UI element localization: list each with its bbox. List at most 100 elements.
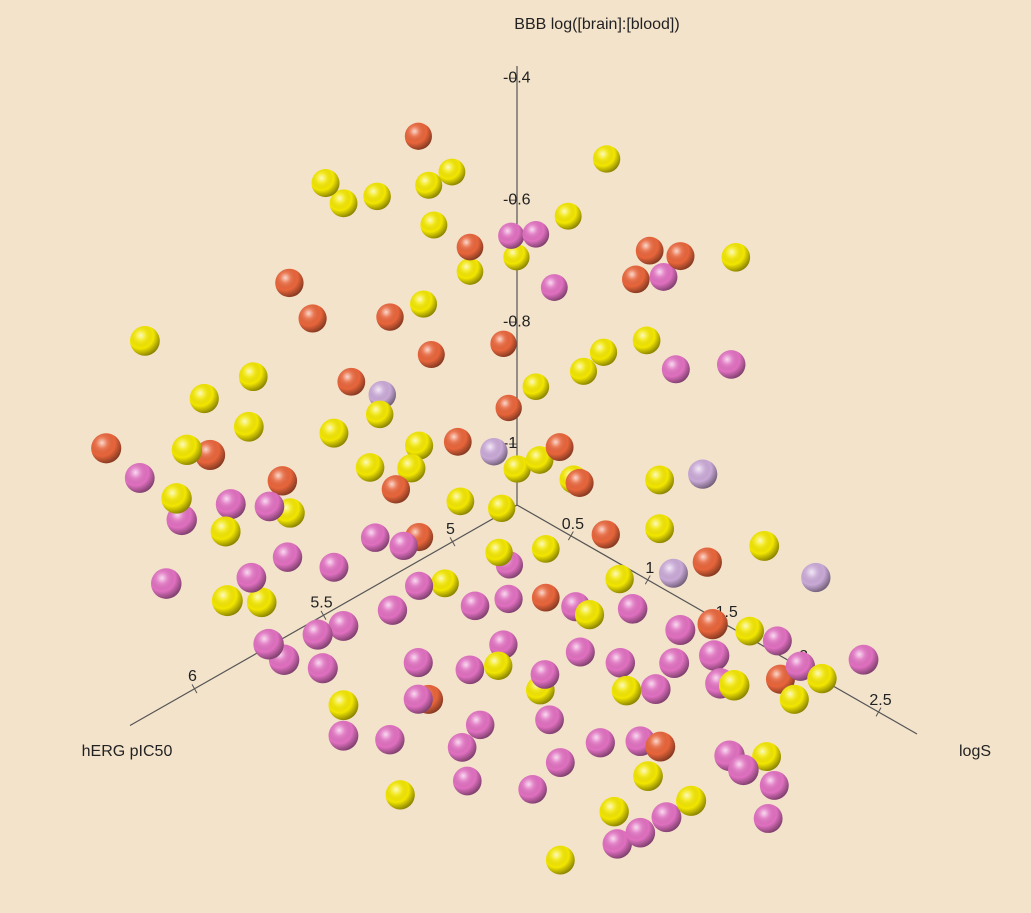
sphere bbox=[545, 433, 574, 462]
sphere bbox=[762, 626, 792, 656]
sphere bbox=[171, 434, 203, 466]
sphere bbox=[735, 616, 765, 646]
sphere bbox=[554, 202, 582, 230]
sphere bbox=[438, 158, 466, 186]
x-tick bbox=[449, 537, 456, 547]
sphere bbox=[518, 775, 547, 804]
sphere bbox=[365, 400, 394, 429]
sphere bbox=[569, 357, 598, 385]
sphere bbox=[645, 731, 676, 762]
sphere bbox=[666, 242, 695, 271]
sphere bbox=[404, 122, 432, 150]
sphere bbox=[749, 531, 780, 561]
sphere bbox=[456, 258, 484, 285]
x-tick bbox=[320, 610, 327, 620]
sphere bbox=[319, 552, 349, 582]
sphere bbox=[697, 608, 728, 640]
sphere bbox=[417, 340, 445, 369]
sphere bbox=[545, 845, 575, 875]
sphere bbox=[443, 427, 472, 456]
sphere bbox=[759, 770, 789, 800]
sphere bbox=[456, 233, 484, 261]
sphere bbox=[574, 600, 605, 630]
sphere bbox=[605, 564, 634, 594]
sphere bbox=[635, 236, 664, 265]
sphere bbox=[328, 690, 359, 721]
sphere bbox=[124, 463, 155, 493]
sphere bbox=[189, 383, 219, 414]
sphere bbox=[267, 466, 298, 496]
sphere bbox=[721, 243, 751, 272]
sphere bbox=[404, 571, 434, 600]
sphere bbox=[633, 761, 663, 791]
sphere bbox=[487, 494, 516, 522]
sphere bbox=[360, 523, 390, 552]
sphere bbox=[585, 728, 615, 758]
z-tick-label: -0.8 bbox=[503, 313, 531, 330]
sphere bbox=[328, 720, 359, 751]
sphere bbox=[531, 535, 560, 563]
sphere bbox=[420, 211, 448, 239]
sphere bbox=[522, 220, 550, 248]
sphere bbox=[698, 640, 730, 671]
sphere bbox=[215, 489, 246, 520]
sphere bbox=[807, 663, 837, 694]
sphere bbox=[565, 637, 595, 667]
sphere bbox=[130, 325, 160, 356]
sphere bbox=[460, 591, 490, 621]
sphere bbox=[665, 614, 696, 646]
sphere bbox=[403, 684, 433, 714]
sphere bbox=[753, 804, 783, 833]
sphere bbox=[447, 732, 477, 762]
sphere bbox=[605, 647, 636, 678]
sphere bbox=[490, 330, 517, 358]
sphere bbox=[302, 619, 333, 650]
sphere bbox=[530, 660, 560, 689]
axes: 55.560.511.522.5-0.4-0.6-0.8-1 bbox=[129, 66, 918, 735]
sphere bbox=[645, 514, 675, 544]
sphere bbox=[728, 754, 759, 786]
y-tick-label: 1 bbox=[645, 560, 654, 577]
sphere bbox=[376, 303, 404, 331]
sphere bbox=[658, 558, 688, 588]
x-tick bbox=[191, 684, 198, 694]
sphere bbox=[522, 373, 550, 401]
sphere bbox=[659, 648, 690, 679]
sphere bbox=[592, 145, 621, 173]
x-tick-label: 6 bbox=[188, 668, 197, 685]
z-tick-label: -0.4 bbox=[503, 69, 531, 86]
sphere bbox=[254, 491, 285, 522]
y-axis-label: logS bbox=[959, 743, 991, 760]
sphere bbox=[272, 542, 303, 572]
sphere bbox=[381, 475, 411, 504]
sphere bbox=[430, 569, 459, 598]
sphere bbox=[253, 628, 284, 660]
sphere bbox=[377, 595, 408, 625]
sphere bbox=[545, 748, 575, 777]
sphere bbox=[494, 584, 523, 614]
y-tick-label: 0.5 bbox=[562, 516, 584, 533]
sphere bbox=[535, 705, 564, 735]
sphere bbox=[484, 651, 513, 680]
sphere bbox=[236, 562, 267, 593]
sphere bbox=[676, 785, 707, 816]
y-tick bbox=[875, 707, 882, 717]
sphere bbox=[161, 483, 192, 514]
sphere bbox=[465, 710, 495, 740]
sphere bbox=[485, 538, 513, 567]
z-axis-label: BBB log([brain]:[blood]) bbox=[514, 16, 679, 33]
sphere bbox=[692, 547, 722, 577]
sphere bbox=[716, 350, 746, 379]
sphere bbox=[848, 644, 879, 675]
sphere bbox=[452, 766, 482, 796]
y-tick bbox=[644, 575, 651, 585]
y-tick-label: 2.5 bbox=[869, 692, 891, 709]
sphere bbox=[415, 171, 443, 199]
sphere bbox=[661, 355, 690, 384]
sphere bbox=[233, 411, 264, 442]
x-tick-label: 5 bbox=[446, 521, 455, 538]
sphere bbox=[495, 394, 522, 422]
sphere bbox=[589, 338, 618, 366]
